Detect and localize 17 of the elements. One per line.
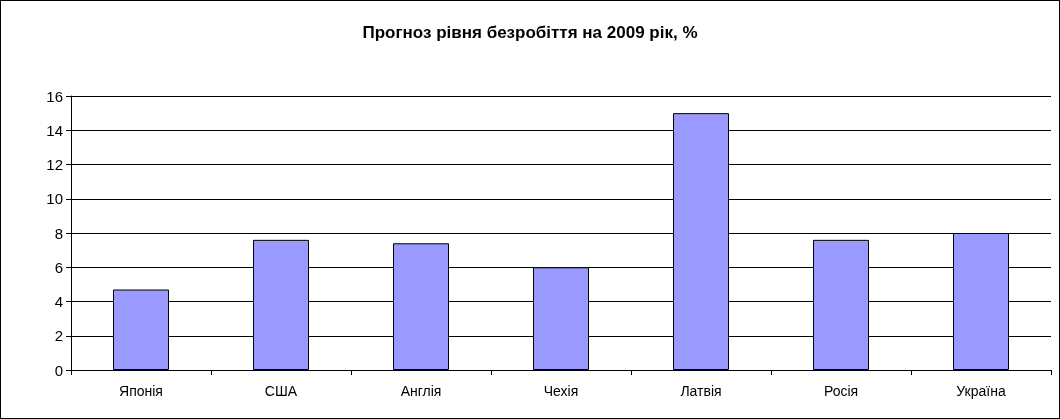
y-tick-label: 12 <box>46 156 63 173</box>
x-tick-label: Латвія <box>680 383 722 399</box>
x-tick-label: Чехія <box>543 383 579 399</box>
x-tick-label: Англія <box>400 383 442 399</box>
x-tick-label: Росія <box>823 383 859 399</box>
y-tick-label: 4 <box>54 293 63 310</box>
y-tick-label: 6 <box>54 258 63 276</box>
y-tick-label: 14 <box>46 121 63 139</box>
chart-title: Прогноз рівня безробіття на 2009 рік, % <box>362 23 698 42</box>
y-tick-label: 8 <box>54 224 63 242</box>
x-tick-label: США <box>264 383 298 399</box>
x-tick-label: Японія <box>119 383 163 399</box>
x-tick-label: Україна <box>956 383 1006 399</box>
y-tick-label: 0 <box>54 361 63 379</box>
y-tick-label: 2 <box>54 327 63 345</box>
y-tick-label: 10 <box>46 190 63 208</box>
y-tick-label: 16 <box>46 87 63 105</box>
